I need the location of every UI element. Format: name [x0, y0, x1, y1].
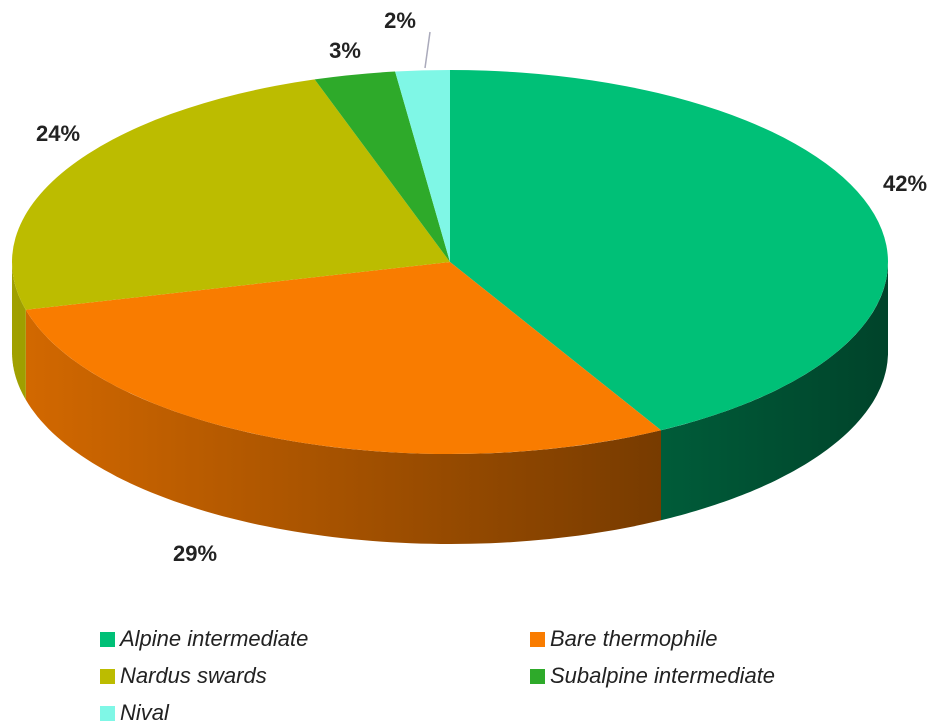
- slice: [25, 262, 662, 454]
- legend-swatch: [100, 669, 115, 684]
- legend-label: Bare thermophile: [550, 626, 718, 651]
- legend-swatch: [100, 706, 115, 721]
- slice-side: [12, 262, 26, 400]
- legend-label: Alpine intermediate: [118, 626, 308, 651]
- slice: [314, 71, 450, 262]
- slice: [450, 70, 888, 431]
- data-label: 29%: [173, 541, 217, 566]
- data-label: 24%: [36, 121, 80, 146]
- legend-label: Subalpine intermediate: [550, 663, 775, 688]
- leader-line: [424, 31, 431, 69]
- legend-swatch: [530, 669, 545, 684]
- slice-side: [25, 309, 662, 544]
- legend-label: Nardus swards: [120, 663, 267, 688]
- data-label: 2%: [384, 8, 416, 33]
- slice-side: [661, 262, 888, 521]
- legend-swatch: [100, 632, 115, 647]
- legend-label: Nival: [120, 700, 170, 724]
- slice: [395, 70, 450, 262]
- legend-swatch: [530, 632, 545, 647]
- data-label: 42%: [883, 171, 927, 196]
- slice: [11, 79, 451, 310]
- data-label: 3%: [329, 38, 361, 63]
